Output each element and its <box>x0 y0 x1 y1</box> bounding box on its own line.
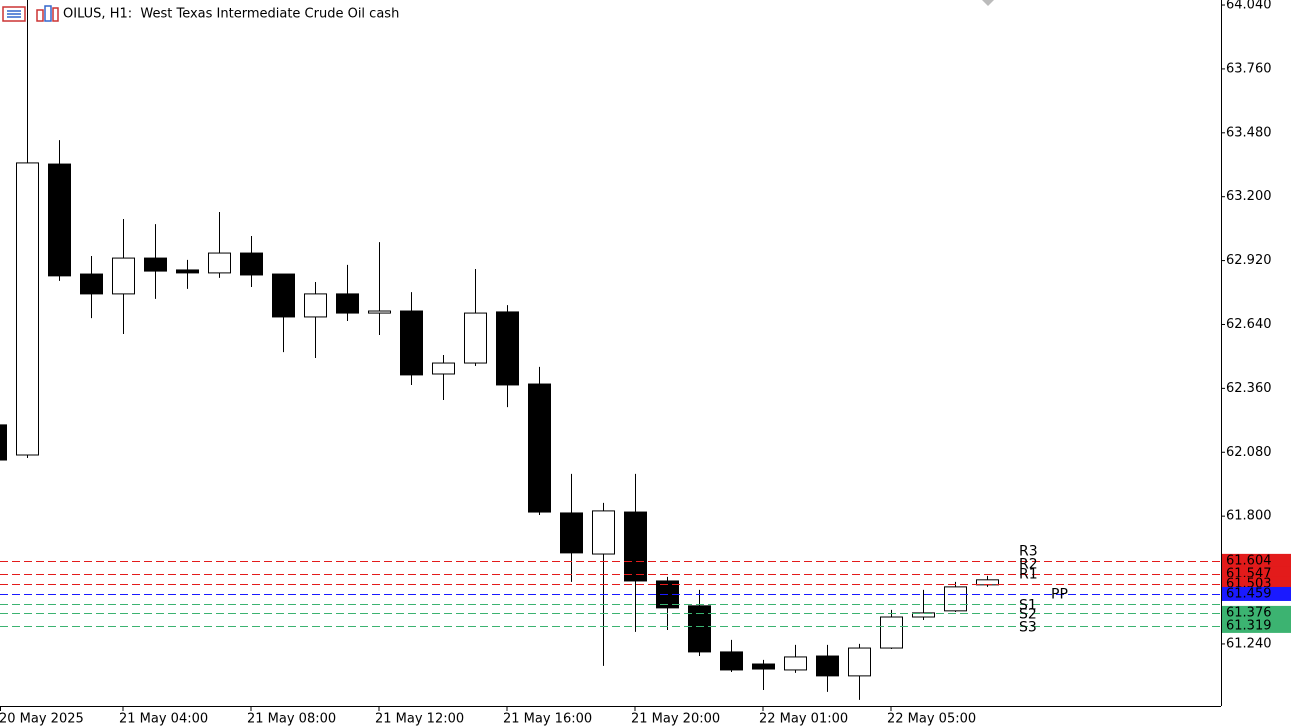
candle-body <box>144 257 167 272</box>
x-tick-label: 20 May 2025 <box>0 712 84 726</box>
icon-bar <box>36 9 44 22</box>
candle-body <box>48 163 71 277</box>
pivot-label: R2 <box>1019 557 1038 573</box>
candle-body <box>240 252 263 276</box>
candle-body <box>432 362 455 375</box>
price-tag <box>1222 586 1291 601</box>
candle-body <box>496 311 519 386</box>
candle-body <box>880 616 903 649</box>
candle-body <box>912 612 935 618</box>
candle-body <box>16 162 39 456</box>
candle-body <box>720 651 743 671</box>
candle-body <box>80 273 103 295</box>
candle-body <box>592 510 615 555</box>
candle-body <box>784 656 807 671</box>
scroll-marker <box>982 0 994 6</box>
candle-body <box>336 293 359 314</box>
price-tag <box>1222 605 1291 620</box>
candle-body <box>272 273 295 318</box>
plot-area <box>0 0 1221 700</box>
pivot-label: R3 <box>1019 544 1038 560</box>
y-tick-label: 64.040 <box>1226 0 1272 13</box>
icon-bar <box>44 5 52 22</box>
price-tag-label: 61.319 <box>1226 618 1272 633</box>
price-tag <box>1222 618 1291 633</box>
x-tick-label: 22 May 05:00 <box>887 712 976 726</box>
candle-body <box>752 663 775 670</box>
candle-body <box>208 252 231 274</box>
icon-bar <box>52 7 59 22</box>
y-tick-label: 63.480 <box>1226 125 1272 140</box>
x-tick-label: 22 May 01:00 <box>759 712 848 726</box>
price-tag <box>1222 553 1291 568</box>
y-tick-label: 62.360 <box>1226 381 1272 396</box>
candle-body <box>112 257 135 295</box>
price-tag-label: 61.604 <box>1226 553 1272 568</box>
price-tag-label: 61.376 <box>1226 605 1272 620</box>
y-tick-label: 62.920 <box>1226 253 1272 268</box>
candle-body <box>176 269 199 274</box>
pivot-label: S1 <box>1019 598 1037 614</box>
candle-body <box>624 511 647 582</box>
candle-body <box>944 586 967 612</box>
x-tick-label: 21 May 16:00 <box>503 712 592 726</box>
candle-body <box>0 424 7 461</box>
chart-title: OILUS, H1: West Texas Intermediate Crude… <box>63 7 399 22</box>
pivot-label: R1 <box>1019 567 1038 583</box>
y-tick-label: 62.640 <box>1226 317 1272 332</box>
candle-body <box>528 383 551 513</box>
x-tick-label: 21 May 20:00 <box>631 712 720 726</box>
candle-body <box>304 293 327 318</box>
toolbar-icons <box>2 5 59 22</box>
x-tick-label: 21 May 12:00 <box>375 712 464 726</box>
y-tick-label: 61.800 <box>1226 509 1272 524</box>
candle-body <box>400 310 423 376</box>
pivot-label: PP <box>1051 587 1068 603</box>
x-tick-label: 21 May 04:00 <box>119 712 208 726</box>
candle-body <box>368 310 391 314</box>
candle-body <box>848 647 871 677</box>
y-tick-label: 61.240 <box>1226 636 1272 651</box>
y-tick-label: 62.080 <box>1226 445 1272 460</box>
candle-body <box>560 512 583 554</box>
pivot-label: S2 <box>1019 607 1037 623</box>
y-tick-label: 63.760 <box>1226 61 1272 76</box>
y-tick-label: 63.200 <box>1226 189 1272 204</box>
candle-body <box>816 655 839 677</box>
candle-body <box>464 312 487 364</box>
candle-body <box>688 605 711 653</box>
x-tick-label: 21 May 08:00 <box>247 712 336 726</box>
pivot-label: S3 <box>1019 620 1037 636</box>
price-tag-label: 61.459 <box>1226 586 1272 601</box>
